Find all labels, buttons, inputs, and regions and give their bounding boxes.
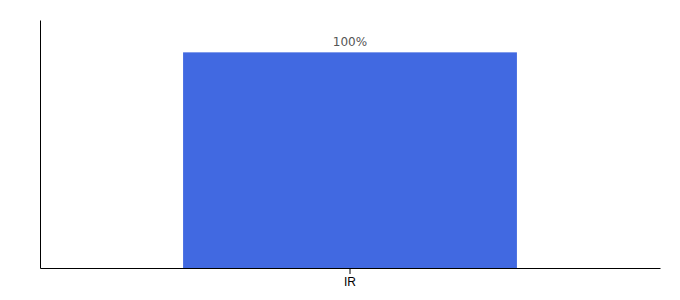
x-tick-label: IR (344, 275, 356, 289)
chart-svg: IR 100% (0, 0, 680, 300)
chart-container: IR 100% (0, 0, 680, 300)
y-axis (40, 21, 41, 269)
data-label: 100% (333, 35, 367, 49)
x-tick: IR (344, 268, 356, 289)
x-tick-mark (350, 268, 351, 274)
bar (183, 52, 517, 268)
y-axis-line (40, 21, 41, 269)
bars (183, 52, 517, 268)
data-labels: 100% (333, 35, 367, 49)
plot-area: IR 100% (41, 21, 661, 289)
x-axis: IR (41, 268, 661, 289)
